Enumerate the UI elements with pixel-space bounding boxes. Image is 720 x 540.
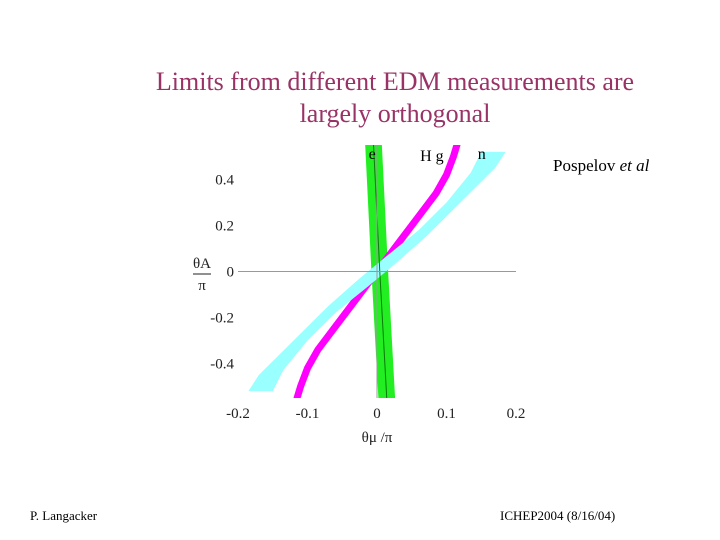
x-tick-label: -0.2: [226, 406, 250, 422]
title-line-1: Limits from different EDM measurements a…: [155, 67, 635, 96]
y-tick-label: 0: [227, 265, 235, 281]
y-tick-label: -0.2: [210, 311, 234, 327]
series-label-e: e: [369, 146, 376, 163]
attribution-name: Pospelov: [553, 156, 616, 175]
series-label-h-g: H g: [420, 148, 444, 165]
y-tick-label: 0.4: [215, 173, 234, 189]
title-line-2: largely orthogonal: [299, 99, 491, 128]
y-tick-label: 0.2: [215, 219, 234, 235]
footer-conference: ICHEP2004 (8/16/04): [500, 508, 616, 523]
x-tick-label: 0.2: [507, 406, 526, 422]
x-tick-label: 0: [373, 406, 381, 422]
axes: 0.4 0.2 0 -0.2 -0.4 -0.2 -0.1 0 0.1 0.2 θA π θμ /π: [193, 145, 525, 446]
slide-title: Limits from different EDM measurements a…: [120, 66, 670, 130]
y-axis-label-numerator: θA: [193, 256, 211, 272]
attribution-etal: et al: [619, 156, 650, 175]
y-axis-label-denominator: π: [198, 278, 206, 294]
x-axis-label: θμ /π: [362, 430, 393, 446]
y-tick-label: -0.4: [210, 357, 234, 373]
series-label-n: n: [478, 146, 486, 163]
attribution: Pospelov et al: [553, 156, 649, 176]
x-tick-label: 0.1: [437, 406, 456, 422]
footer-author: P. Langacker: [30, 508, 98, 523]
x-tick-label: -0.1: [296, 406, 320, 422]
